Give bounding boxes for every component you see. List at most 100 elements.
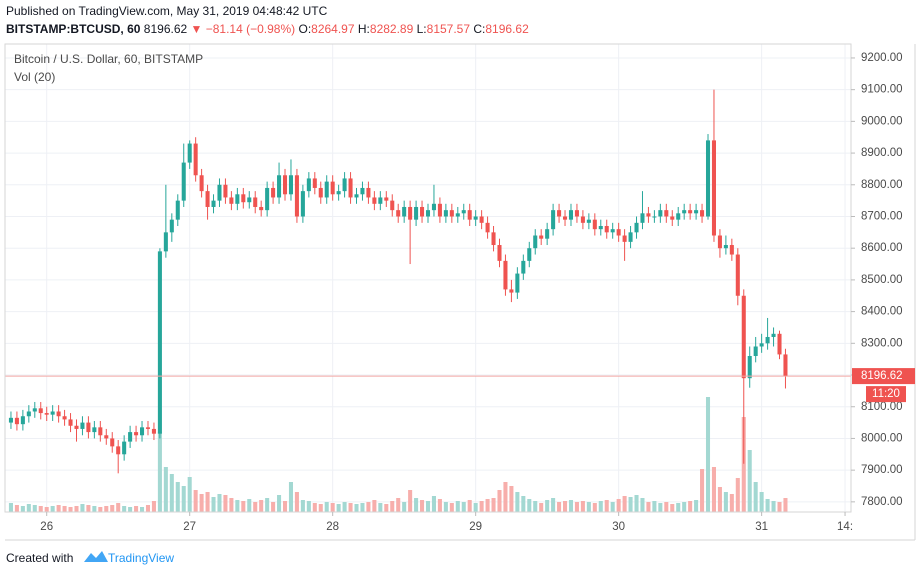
volume-bar — [694, 500, 699, 512]
volume-bar — [98, 507, 103, 512]
volume-bar — [20, 506, 25, 512]
candle-body — [20, 416, 25, 425]
volume-bar — [241, 501, 246, 512]
volume-bar — [616, 499, 621, 512]
volume-bar — [151, 501, 156, 512]
candle-body — [515, 273, 520, 293]
candle-body — [187, 143, 192, 163]
volume-bar — [253, 502, 258, 512]
candle-body — [425, 210, 431, 217]
volume-bar — [38, 506, 43, 512]
footer-created: Created with — [6, 551, 73, 565]
volume-bar — [86, 505, 91, 512]
legend-ohlc-value: 8157.57 — [427, 22, 471, 36]
candle-body — [223, 184, 228, 198]
volume-bar — [598, 501, 603, 512]
candle-body — [157, 251, 162, 434]
candle-body — [163, 232, 168, 252]
candle-body — [145, 427, 151, 429]
y-tick-label: 9200.00 — [861, 52, 903, 64]
volume-bar — [539, 503, 544, 512]
volume-bar — [521, 496, 526, 512]
candle-body — [32, 408, 37, 412]
volume-bar — [443, 502, 448, 512]
volume-bar — [461, 502, 466, 512]
candle-body — [455, 213, 460, 217]
volume-bar — [723, 492, 728, 512]
candle-body — [378, 197, 383, 204]
volume-bar — [211, 497, 216, 512]
candle-body — [324, 181, 329, 198]
candle-body — [485, 222, 490, 233]
candle-body — [122, 441, 127, 455]
candle-body — [753, 346, 758, 356]
candle-body — [318, 187, 323, 198]
volume-bar — [497, 490, 502, 512]
volume-bar — [711, 467, 716, 512]
countdown-box — [866, 386, 906, 403]
candle-body — [98, 427, 103, 436]
volume-bar — [26, 504, 31, 512]
candle-body — [50, 411, 55, 415]
volume-bar — [92, 506, 97, 512]
volume-bar — [449, 503, 454, 512]
candle-body — [62, 416, 67, 420]
volume-bar — [193, 490, 198, 512]
volume-bar — [503, 482, 508, 512]
candle-body — [169, 219, 174, 233]
candle-body — [277, 175, 282, 198]
candle-body — [372, 197, 377, 204]
candle-body — [140, 427, 145, 436]
candle-body — [545, 229, 550, 239]
volume-bar — [354, 504, 359, 512]
candle-body — [259, 206, 264, 211]
volume-bar — [342, 502, 347, 512]
candle-body — [664, 210, 669, 217]
candle-body — [92, 427, 97, 433]
volume-bar — [682, 502, 687, 512]
candle-body — [473, 216, 478, 220]
volume-bar — [134, 506, 139, 512]
volume-bar — [568, 500, 574, 512]
x-tick-label: 27 — [183, 521, 196, 533]
last-price-label: 8196.62 — [861, 370, 903, 382]
candle-body — [443, 210, 448, 217]
volume-bar — [408, 490, 413, 512]
candle-body — [56, 411, 61, 417]
candle-body — [193, 143, 198, 176]
y-tick-label: 9100.00 — [861, 84, 903, 96]
candle-body — [151, 428, 156, 434]
candle-body — [539, 235, 544, 239]
candle-body — [68, 419, 73, 426]
candle-body — [616, 229, 621, 236]
x-tick-label: 30 — [612, 521, 625, 533]
candle-body — [491, 232, 496, 246]
volume-bar — [431, 496, 436, 512]
volume-bar — [175, 482, 180, 512]
candle-body — [676, 213, 681, 220]
candle-body — [658, 210, 663, 217]
candle-body — [628, 232, 633, 242]
volume-bar — [402, 502, 407, 512]
candle-body — [771, 333, 776, 337]
y-tick-label: 7900.00 — [861, 464, 903, 476]
y-tick-label: 8300.00 — [861, 337, 903, 349]
volume-bar — [479, 501, 484, 512]
chart-title: Bitcoin / U.S. Dollar, 60, BITSTAMP — [14, 52, 203, 66]
volume-bar — [628, 497, 633, 512]
volume-bar — [396, 498, 401, 512]
candle-body — [700, 210, 705, 217]
x-tick-label: 29 — [469, 521, 482, 533]
candle-body — [253, 197, 258, 207]
volume-bar — [8, 503, 13, 512]
candle-body — [366, 187, 371, 198]
candle-body — [181, 162, 186, 201]
candle-body — [241, 194, 246, 203]
candle-body — [336, 191, 341, 195]
volume-bar — [50, 506, 55, 512]
volume-bar — [735, 478, 740, 512]
volume-bar — [32, 505, 37, 512]
volume-bar — [128, 507, 133, 512]
volume-bar — [348, 503, 353, 512]
volume-bar — [741, 417, 746, 512]
